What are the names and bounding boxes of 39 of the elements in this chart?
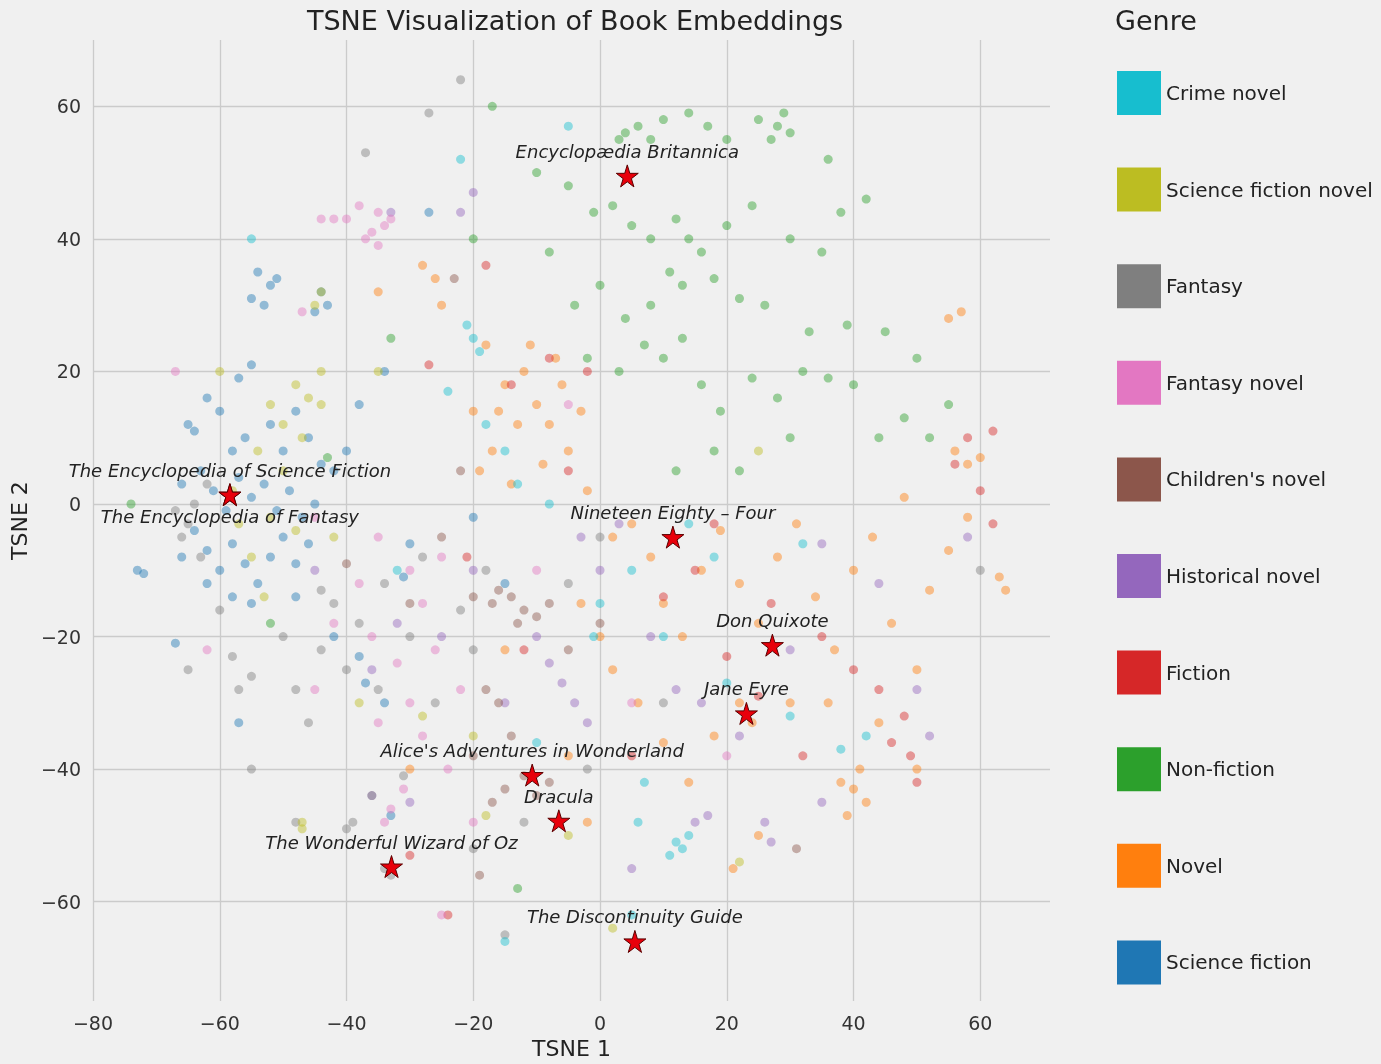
y-tick-label: 40 xyxy=(56,227,81,250)
data-label: Nineteen Eighty – Four xyxy=(570,502,777,524)
data-label: Jane Eyre xyxy=(700,678,789,700)
y-axis-title: TSNE 2 xyxy=(6,481,32,561)
legend-label: Crime novel xyxy=(1166,81,1287,105)
data-label: The Encyclopedia of Fantasy xyxy=(100,505,360,527)
y-tick-label: 60 xyxy=(56,95,81,118)
x-tick-label: −40 xyxy=(326,1011,367,1034)
legend-label: Children's novel xyxy=(1166,467,1327,492)
legend-label: Novel xyxy=(1166,853,1223,878)
x-tick-label: 0 xyxy=(593,1011,607,1034)
chart-title: TSNE Visualization of Book Embeddings xyxy=(305,5,844,36)
x-tick-label: 60 xyxy=(968,1011,993,1034)
legend-label: Historical novel xyxy=(1166,564,1321,588)
x-tick-label: 20 xyxy=(714,1011,739,1034)
legend-label: Science fiction novel xyxy=(1166,177,1373,202)
x-tick-label: −60 xyxy=(199,1011,240,1034)
data-label: Don Quixote xyxy=(716,610,829,632)
y-tick-label: −60 xyxy=(40,890,81,913)
legend-label: Fantasy novel xyxy=(1166,370,1304,395)
y-tick-label: −20 xyxy=(40,625,81,648)
legend-label: Fiction xyxy=(1166,660,1231,685)
x-tick-label: 40 xyxy=(841,1011,866,1034)
legend-label: Non-fiction xyxy=(1166,757,1275,782)
legend-title: Genre xyxy=(1115,5,1197,36)
y-tick-label: 0 xyxy=(68,492,81,515)
data-label: The Discontinuity Guide xyxy=(526,906,743,928)
y-tick-label: −40 xyxy=(40,758,81,781)
x-axis-title: TSNE 1 xyxy=(531,1035,611,1061)
legend-label: Fantasy xyxy=(1166,274,1244,299)
data-label: The Wonderful Wizard of Oz xyxy=(265,831,519,853)
data-label: The Encyclopedia of Science Fiction xyxy=(68,459,392,481)
y-tick-label: 20 xyxy=(56,360,81,383)
data-label: Alice's Adventures in Wonderland xyxy=(379,740,685,762)
data-label: Dracula xyxy=(524,785,594,807)
x-tick-label: −20 xyxy=(453,1011,494,1034)
x-tick-label: −80 xyxy=(72,1011,114,1034)
data-label: Encyclopædia Britannica xyxy=(515,140,739,162)
legend-label: Science fiction xyxy=(1166,950,1312,975)
